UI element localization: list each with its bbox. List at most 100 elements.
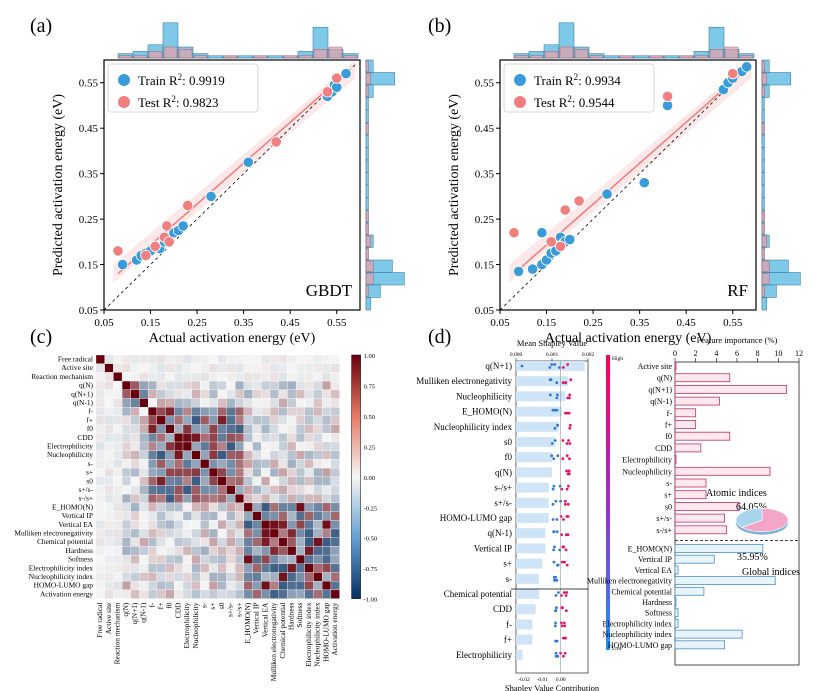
heatmap-cell	[148, 485, 158, 495]
heatmap-cell	[330, 563, 340, 573]
fi-bar-global	[674, 619, 679, 628]
heatmap-cell	[113, 398, 123, 408]
heatmap-cell	[252, 563, 262, 573]
shap-dot	[548, 366, 552, 369]
heatmap-cell	[174, 415, 184, 425]
heatmap-cell	[139, 546, 149, 556]
heatmap-cell	[208, 563, 218, 573]
heatmap-cell	[208, 581, 218, 591]
legend-value: : 0.9544	[572, 95, 615, 110]
hist-right-bar-train	[365, 159, 369, 173]
heatmap-cell	[156, 546, 166, 556]
heatmap-cell	[261, 415, 271, 425]
shap-dot	[567, 469, 571, 473]
fi-bar-global	[674, 640, 725, 650]
heatmap-cell	[191, 528, 201, 538]
heatmap-cell	[322, 494, 332, 504]
heatmap-cell	[174, 589, 184, 599]
heatmap-cell	[295, 433, 305, 443]
heatmap-cell	[330, 441, 340, 451]
heatmap-cell	[278, 520, 288, 530]
shap-dot	[561, 381, 565, 385]
shap-dot	[560, 606, 564, 610]
heatmap-cell	[330, 450, 340, 460]
heatmap-row-label: Reaction mechanism	[31, 372, 93, 381]
heatmap-cell	[261, 354, 271, 364]
shap-dot	[565, 454, 569, 458]
heatmap-cell	[139, 520, 149, 530]
heatmap-cell	[217, 389, 227, 399]
heatmap-cell	[130, 372, 140, 382]
x-tick-label: 0.35	[630, 317, 650, 329]
heatmap-cell	[304, 589, 314, 599]
heatmap-cell	[304, 554, 314, 564]
heatmap-row-label: Activation energy	[40, 589, 93, 598]
legend-label: Test R	[534, 95, 568, 110]
heatmap-cell	[113, 380, 123, 390]
heatmap-cell	[295, 459, 305, 469]
heatmap-cell	[148, 450, 158, 460]
heatmap-col-label: Nucleophilicity index	[313, 602, 322, 667]
fi-global-label: Hardness	[642, 598, 672, 607]
heatmap-cell	[130, 572, 140, 582]
heatmap-cell	[148, 424, 158, 434]
heatmap-col-label: Free radical	[95, 603, 104, 638]
shap-dot	[554, 609, 557, 613]
heatmap-cell	[174, 476, 184, 486]
heatmap-cell	[139, 554, 149, 564]
heatmap-row-label: CDD	[77, 433, 93, 442]
heatmap-cell	[295, 476, 305, 486]
heatmap-cell	[217, 380, 227, 390]
heatmap-cell	[148, 520, 158, 530]
heatmap-cell	[182, 467, 192, 477]
test-point	[661, 90, 674, 102]
test-point	[140, 249, 152, 262]
shap-feature-label: Vertical IP	[474, 543, 512, 553]
shap-dot	[552, 457, 556, 461]
heatmap-cell	[95, 433, 105, 443]
heatmap-cell	[191, 459, 201, 469]
heatmap-cell	[295, 450, 305, 460]
heatmap-cell	[174, 554, 184, 564]
heatmap-cell	[313, 502, 323, 512]
heatmap-cell	[217, 450, 227, 460]
heatmap-cell	[121, 441, 131, 451]
hist-right-bar-train	[365, 109, 369, 123]
legend-value: : 0.9934	[578, 73, 621, 88]
heatmap-cell	[104, 511, 114, 521]
heatmap-cell	[322, 424, 332, 434]
hist-right-bar-train	[761, 97, 765, 111]
heatmap-cell	[304, 563, 314, 573]
heatmap-cell	[191, 537, 201, 547]
shap-dot	[520, 364, 524, 368]
heatmap-cell	[261, 450, 271, 460]
heatmap-cell	[252, 407, 262, 417]
test-point	[573, 195, 585, 207]
heatmap-cell	[208, 537, 218, 547]
heatmap-cell	[130, 511, 140, 521]
heatmap-cell	[287, 563, 297, 573]
heatmap-cell	[113, 424, 123, 434]
heatmap-cell	[322, 520, 332, 530]
train-point	[741, 61, 753, 73]
fi-tick-label: 0	[673, 349, 677, 358]
fi-tick-label: 12	[795, 349, 803, 358]
colorbar-tick-label: 0.75	[364, 383, 375, 390]
heatmap-cell	[252, 450, 262, 460]
shap-top-tick: 0.001	[546, 352, 559, 358]
heatmap-cell	[295, 572, 305, 582]
heatmap-cell	[121, 450, 131, 460]
heatmap-cell	[278, 546, 288, 556]
shap-bar	[516, 543, 546, 554]
heatmap-cell	[148, 494, 158, 504]
heatmap-cell	[322, 380, 332, 390]
heatmap-cell	[330, 494, 340, 504]
colorbar-tick-label: -0.75	[364, 566, 378, 573]
heatmap-cell	[304, 528, 314, 538]
train-point	[638, 177, 650, 189]
y-tick-label: 0.15	[475, 260, 495, 272]
heatmap-cell	[287, 467, 297, 477]
shap-dot	[552, 548, 556, 552]
fi-bar-atomic	[674, 443, 702, 453]
panel-label-a: (a)	[30, 15, 52, 37]
